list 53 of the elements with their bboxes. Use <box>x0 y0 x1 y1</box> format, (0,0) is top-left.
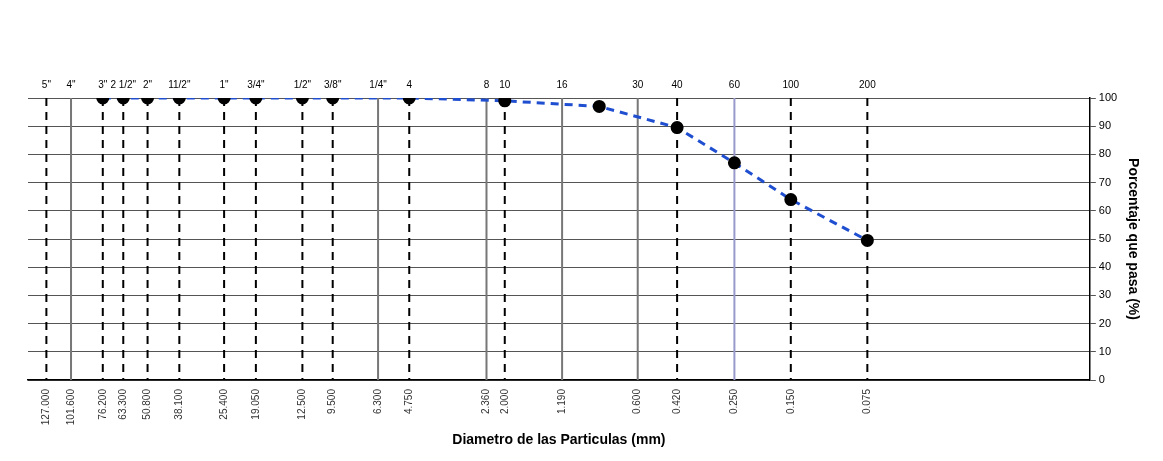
annotation: 2" <box>143 78 153 90</box>
annotation: 4 <box>406 78 413 90</box>
y-tick-label: 50 <box>1098 232 1112 245</box>
annotation: 100 <box>782 78 800 90</box>
x-tick-label: 1.190 <box>555 388 567 415</box>
annotation: 2 1/2" <box>110 78 137 90</box>
x-tick-label: 0.150 <box>784 388 796 415</box>
x-tick-label: 4.750 <box>403 388 414 415</box>
x-tick-label: 25.400 <box>217 388 229 420</box>
y-tick-label: 30 <box>1098 288 1112 301</box>
annotation: 8 <box>483 78 490 90</box>
annotation: 1/4" <box>369 78 388 90</box>
annotation: 30 <box>632 78 644 90</box>
annotation: 60 <box>728 78 741 90</box>
x-tick-label: 63.300 <box>117 388 129 420</box>
annotation: 16 <box>556 78 569 90</box>
annotation: 11/2" <box>168 78 191 90</box>
x-tick-label: 0.075 <box>861 388 873 415</box>
y-tick-label: 80 <box>1098 147 1112 160</box>
annotation: 3" <box>98 78 108 90</box>
y-tick-label: 90 <box>1098 119 1112 132</box>
annotation: 10 <box>499 78 511 90</box>
y-axis-title: Porcentaje que pasa (%) <box>1125 158 1142 320</box>
x-tick-label: 127.000 <box>40 388 52 426</box>
y-tick-label: 10 <box>1098 344 1112 357</box>
y-tick-label: 0 <box>1098 373 1105 386</box>
annotation: 1/2" <box>293 78 312 90</box>
x-axis-title: Diametro de las Particulas (mm) <box>452 431 666 448</box>
annotation: 200 <box>859 78 877 90</box>
y-tick-label: 40 <box>1098 260 1112 273</box>
annotation: 1" <box>219 78 230 90</box>
x-tick-label: 0.250 <box>728 388 740 415</box>
x-tick-label: 101.600 <box>64 388 76 426</box>
x-tick-label: 12.500 <box>296 388 308 420</box>
x-tick-label: 0.600 <box>631 388 643 415</box>
x-tick-label: 6.300 <box>371 388 383 415</box>
annotation: 4" <box>66 78 77 90</box>
x-tick-label: 38.100 <box>173 388 185 420</box>
annotation: 3/4" <box>247 78 266 90</box>
x-tick-label: 2.000 <box>498 388 510 415</box>
x-tick-label: 9.500 <box>326 388 338 415</box>
annotation: 5" <box>41 78 52 90</box>
x-tick-label: 19.050 <box>249 388 261 420</box>
x-tick-label: 50.800 <box>141 388 153 420</box>
annotation: 3/8" <box>323 78 342 90</box>
x-tick-label: 76.200 <box>96 388 108 420</box>
annotation: 40 <box>671 78 684 90</box>
x-tick-label: 0.420 <box>670 388 682 415</box>
y-tick-label: 60 <box>1098 203 1112 216</box>
y-tick-label: 100 <box>1098 91 1118 104</box>
y-tick-label: 20 <box>1098 316 1112 329</box>
x-tick-label: 2.360 <box>480 388 492 415</box>
y-tick-label: 70 <box>1098 175 1112 188</box>
